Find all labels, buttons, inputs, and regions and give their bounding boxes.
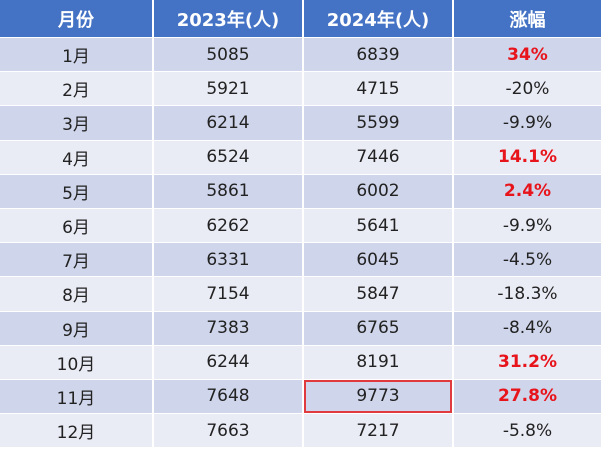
table-row: 1月 5085 6839 34% <box>0 36 602 72</box>
table-cell: 31.2% <box>453 344 602 380</box>
table-row: 8月 7154 5847 -18.3% <box>0 276 602 311</box>
table-row: 5月 5861 6002 2.4% <box>0 173 602 209</box>
table-cell: 27.8% <box>453 378 602 414</box>
table-cell: 5641 <box>303 207 454 243</box>
table-cell: 14.1% <box>453 139 602 175</box>
table-cell: -9.9% <box>453 207 602 243</box>
table-cell: 6244 <box>153 344 304 380</box>
table-cell: 11月 <box>0 378 154 414</box>
table-row: 7月 6331 6045 -4.5% <box>0 242 602 277</box>
table-cell: 4月 <box>0 139 154 175</box>
table-cell: 5847 <box>303 276 454 311</box>
table-cell: 7154 <box>153 276 304 311</box>
table-cell: 7648 <box>153 378 304 414</box>
table-cell: 6262 <box>153 207 304 243</box>
table-cell: -18.3% <box>453 276 602 311</box>
table-body: 1月 5085 6839 34% 2月 5921 4715 -20% 3月 6214 5599 -9.… <box>0 36 602 448</box>
table-cell: 8月 <box>0 276 154 311</box>
table-row: 10月 6244 8191 31.2% <box>0 344 602 380</box>
table-cell: 7383 <box>153 310 304 346</box>
column-header: 2023年(人) <box>153 0 304 38</box>
table-cell: 9773 <box>303 378 454 414</box>
table-row: 3月 6214 5599 -9.9% <box>0 105 602 141</box>
table-cell: -5.8% <box>453 413 602 448</box>
table-cell: 6045 <box>303 242 454 277</box>
table-cell: 6214 <box>153 105 304 141</box>
column-header: 月份 <box>0 0 154 38</box>
table-row: 4月 6524 7446 14.1% <box>0 139 602 175</box>
table-cell: 5921 <box>153 71 304 106</box>
table-cell: 6524 <box>153 139 304 175</box>
table-cell: 6765 <box>303 310 454 346</box>
table-row: 12月 7663 7217 -5.8% <box>0 413 602 448</box>
table-cell: 7月 <box>0 242 154 277</box>
table-cell: 5861 <box>153 173 304 209</box>
table-cell: 5月 <box>0 173 154 209</box>
table-cell: 34% <box>453 36 602 72</box>
table-cell: 7217 <box>303 413 454 448</box>
table-cell: -20% <box>453 71 602 106</box>
table-cell: -8.4% <box>453 310 602 346</box>
table-cell: 6331 <box>153 242 304 277</box>
table-cell: -9.9% <box>453 105 602 141</box>
table-row: 6月 6262 5641 -9.9% <box>0 207 602 243</box>
table-cell: 6月 <box>0 207 154 243</box>
column-header: 涨幅 <box>453 0 602 38</box>
table-cell: 12月 <box>0 413 154 448</box>
table-cell: 2.4% <box>453 173 602 209</box>
table-cell: 3月 <box>0 105 154 141</box>
table-row: 2月 5921 4715 -20% <box>0 71 602 106</box>
table-cell: 6002 <box>303 173 454 209</box>
table-cell: 1月 <box>0 36 154 72</box>
table-cell: 6839 <box>303 36 454 72</box>
table-row: 11月 7648 9773 27.8% <box>0 378 602 414</box>
table-cell: 9月 <box>0 310 154 346</box>
table-cell: 7663 <box>153 413 304 448</box>
table-cell: 4715 <box>303 71 454 106</box>
table-cell: 5085 <box>153 36 304 72</box>
table-cell: 7446 <box>303 139 454 175</box>
header-row: 月份 2023年(人) 2024年(人) 涨幅 <box>0 0 602 38</box>
table-cell: 5599 <box>303 105 454 141</box>
table-cell: 10月 <box>0 344 154 380</box>
table-cell: 2月 <box>0 71 154 106</box>
table-cell: 8191 <box>303 344 454 380</box>
column-header: 2024年(人) <box>303 0 454 38</box>
table-cell: -4.5% <box>453 242 602 277</box>
table-row: 9月 7383 6765 -8.4% <box>0 310 602 346</box>
